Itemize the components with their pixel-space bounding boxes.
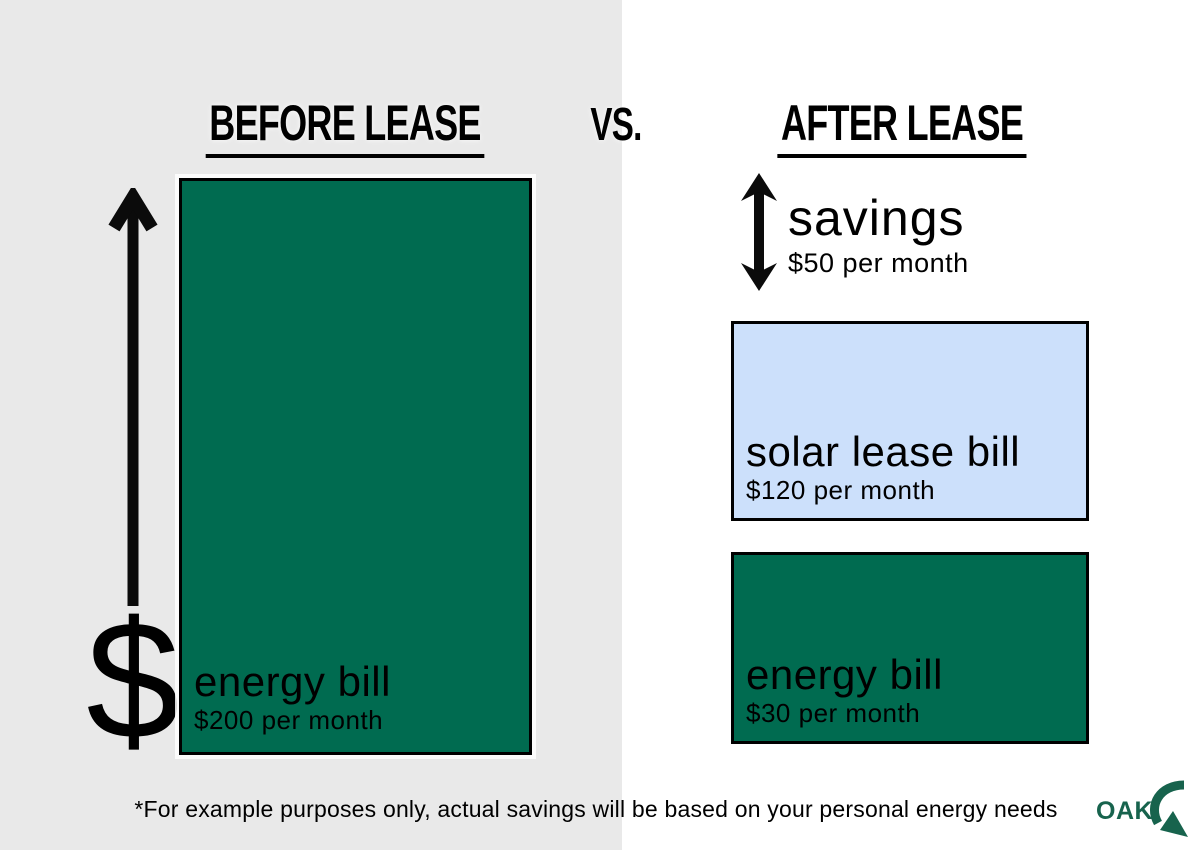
dollar-sign-icon: $ bbox=[86, 586, 180, 774]
after-energy-bill-label: energy bill bbox=[746, 651, 943, 699]
after-energy-bill-box: energy bill $30 per month bbox=[731, 552, 1089, 744]
before-energy-bill-box: energy bill $200 per month bbox=[179, 178, 532, 755]
oak-logo: OAK bbox=[1096, 778, 1200, 848]
savings-label: savings bbox=[788, 190, 965, 246]
solar-lease-bill-box: solar lease bill $120 per month bbox=[731, 321, 1089, 521]
before-energy-bill-label: energy bill bbox=[194, 658, 391, 706]
logo-swoosh-arrow-icon bbox=[1149, 780, 1188, 837]
after-energy-bill-amount: $30 per month bbox=[746, 698, 921, 729]
up-arrow-icon bbox=[108, 188, 158, 606]
oak-logo-text: OAK bbox=[1096, 797, 1154, 825]
before-energy-bill-amount: $200 per month bbox=[194, 705, 384, 736]
solar-lease-bill-label: solar lease bill bbox=[746, 428, 1021, 476]
after-lease-title: AFTER LEASE bbox=[777, 98, 1027, 158]
vs-label: VS. bbox=[590, 98, 642, 150]
before-lease-title: BEFORE LEASE bbox=[205, 98, 485, 158]
solar-lease-bill-amount: $120 per month bbox=[746, 475, 936, 506]
savings-amount: $50 per month bbox=[788, 248, 969, 278]
disclaimer-text: *For example purposes only, actual savin… bbox=[134, 796, 1058, 822]
double-arrow-icon bbox=[741, 173, 777, 291]
